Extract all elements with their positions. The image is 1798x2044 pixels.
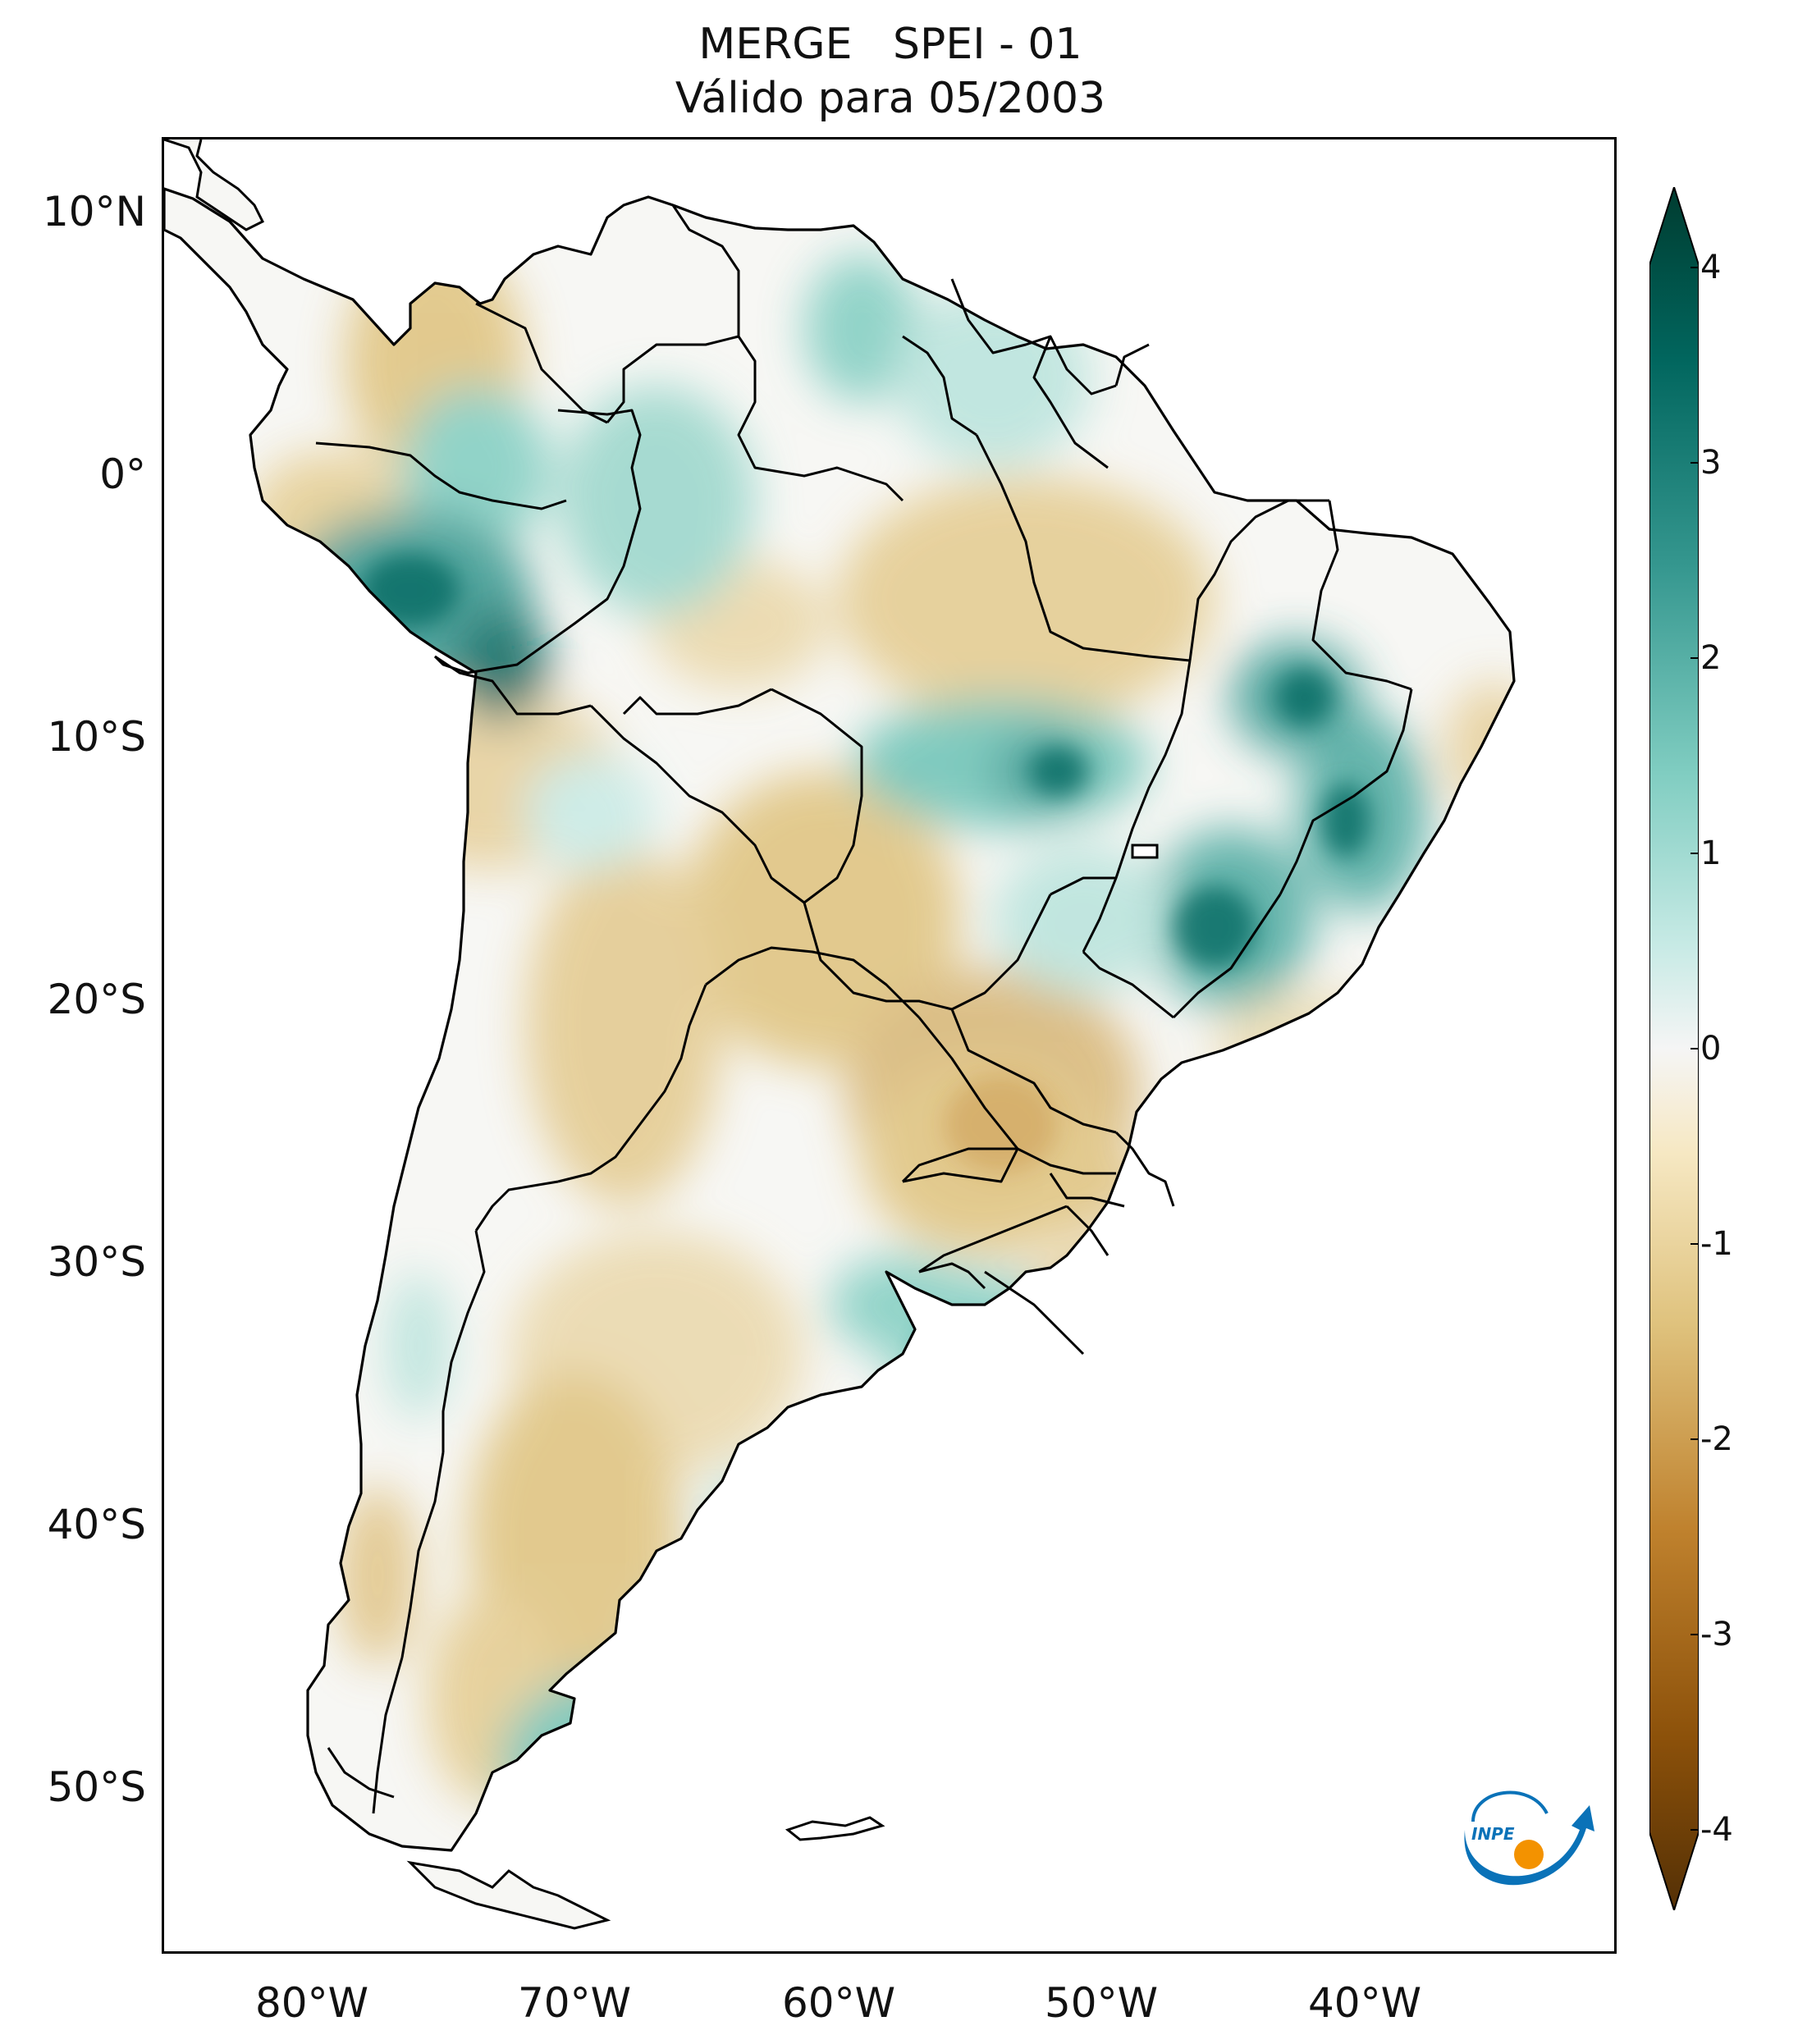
- tierra-del-fuego: [406, 1860, 611, 1930]
- lat-label: 10°N: [42, 188, 146, 235]
- falkland-islands: [785, 1816, 885, 1841]
- lat-label: 0°: [99, 450, 146, 498]
- colorbar-body: [1649, 187, 1699, 1910]
- federal-district: [1131, 844, 1159, 859]
- colorbar-label: 4: [1700, 249, 1722, 286]
- lon-label: 80°W: [254, 1979, 369, 2027]
- colorbar-label: 0: [1700, 1030, 1722, 1068]
- colorbar-label: 3: [1700, 444, 1722, 482]
- lat-label: 30°S: [47, 1238, 146, 1286]
- lon-label: 50°W: [1044, 1979, 1159, 2027]
- map-title-line1: MERGE SPEI - 01: [698, 20, 1082, 69]
- colorbar-label: 1: [1700, 835, 1722, 872]
- lon-label: 60°W: [781, 1979, 896, 2027]
- lat-label: 20°S: [47, 976, 146, 1023]
- colorbar-label: -4: [1700, 1811, 1733, 1849]
- map-title-line2: Válido para 05/2003: [675, 74, 1106, 123]
- colorbar-label: -1: [1700, 1225, 1733, 1263]
- colorbar-label: 2: [1700, 639, 1722, 677]
- map-canvas: INPE: [164, 139, 1594, 1930]
- inpe-sun: [1514, 1840, 1544, 1869]
- colorbar: [1649, 187, 1699, 1910]
- borders: [315, 204, 1413, 1814]
- colorbar-label: -3: [1700, 1616, 1733, 1653]
- lon-label: 70°W: [517, 1979, 632, 2027]
- lat-label: 50°S: [47, 1763, 146, 1811]
- colorbar-ticks: [1690, 267, 1699, 1831]
- inpe-logo: INPE: [1464, 1790, 1594, 1886]
- lat-label: 40°S: [47, 1501, 146, 1548]
- map-frame: INPE: [162, 137, 1617, 1954]
- lat-label: 10°S: [47, 713, 146, 761]
- lon-label: 40°W: [1307, 1979, 1422, 2027]
- colorbar-label: -2: [1700, 1420, 1733, 1458]
- inpe-logo-text: INPE: [1471, 1824, 1515, 1844]
- isthmus: [164, 139, 265, 231]
